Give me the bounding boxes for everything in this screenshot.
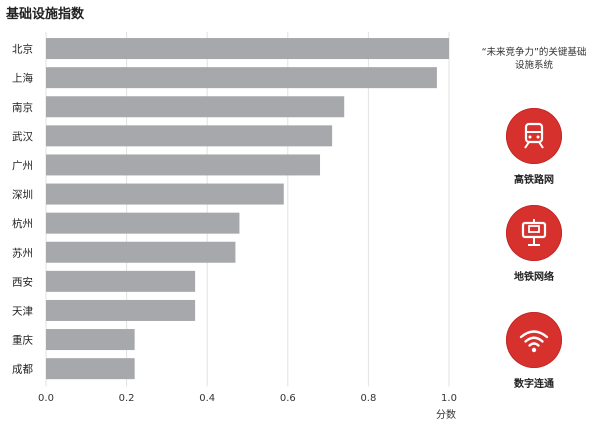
category-label: 天津 (12, 305, 33, 317)
bar (46, 38, 449, 60)
bar (46, 154, 321, 176)
badge-metro: 地铁网络 (478, 205, 590, 283)
category-label: 南京 (12, 101, 33, 114)
x-tick-label: 0.6 (280, 393, 296, 404)
side-note: “未来竞争力”的关键基础设施系统 (481, 47, 587, 71)
x-tick-label: 0.0 (38, 393, 54, 404)
x-tick-labels: 0.0 0.2 0.4 0.6 0.8 1.0 (38, 393, 457, 404)
bar (46, 67, 437, 89)
category-label: 广州 (12, 160, 33, 172)
category-label: 深圳 (12, 189, 33, 201)
x-axis-label: 分数 (436, 408, 456, 421)
badge-digital-connectivity: 数字连通 (478, 312, 590, 390)
category-label: 上海 (12, 72, 33, 85)
bar (46, 241, 236, 263)
high-speed-train-icon (506, 108, 562, 164)
category-label: 北京 (12, 43, 33, 56)
x-tick-label: 1.0 (441, 393, 457, 404)
category-label: 成都 (12, 364, 33, 376)
wifi-icon (506, 312, 562, 368)
bar (46, 96, 345, 118)
badge-label: 数字连通 (514, 379, 554, 390)
bar (46, 358, 135, 380)
badge-label: 高铁路网 (514, 175, 554, 186)
bar (46, 329, 135, 351)
category-label: 武汉 (12, 130, 33, 143)
category-label: 西安 (12, 275, 33, 288)
bar (46, 183, 284, 205)
x-tick-label: 0.2 (119, 393, 135, 404)
grid-lines (45, 32, 450, 387)
chart-title: 基础设施指数 (6, 7, 85, 22)
category-label: 杭州 (12, 217, 33, 230)
category-label: 重庆 (12, 334, 33, 347)
metro-icon (506, 205, 562, 261)
bar (46, 125, 333, 147)
bar (46, 212, 240, 234)
bar (46, 299, 196, 321)
x-tick-label: 0.4 (199, 393, 215, 404)
badge-label: 地铁网络 (514, 272, 554, 283)
badge-high-speed-rail: 高铁路网 (478, 108, 590, 186)
x-tick-label: 0.8 (360, 393, 376, 404)
bar (46, 270, 196, 292)
bars (46, 38, 449, 380)
category-label: 苏州 (12, 246, 33, 259)
